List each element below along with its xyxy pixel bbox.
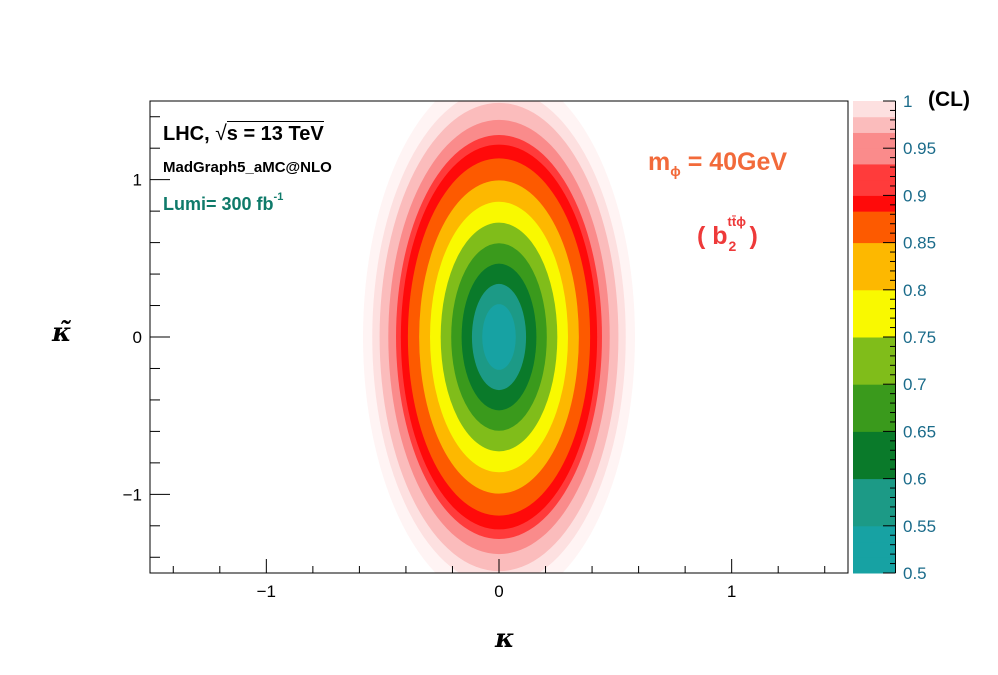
colorbar-band bbox=[853, 478, 895, 495]
mass-subscript: ϕ bbox=[670, 163, 681, 179]
coefficient-subscript: 2 bbox=[728, 238, 737, 254]
colorbar-tick-label: 0.95 bbox=[903, 139, 936, 158]
colorbar-band bbox=[853, 415, 895, 432]
colorbar-band bbox=[853, 242, 895, 259]
coefficient-superscript: tt̄ϕ bbox=[727, 214, 746, 229]
colorbar-band bbox=[853, 289, 895, 307]
colorbar-band bbox=[853, 195, 895, 212]
colorbar-band bbox=[853, 399, 895, 417]
colorbar bbox=[853, 101, 895, 574]
colorbar-band bbox=[853, 557, 895, 574]
colorbar-band bbox=[853, 179, 895, 196]
colorbar-band bbox=[853, 163, 895, 181]
x-axis-label: κ bbox=[495, 624, 515, 654]
colorbar-tick-label: 0.75 bbox=[903, 328, 936, 347]
coefficient-label: ( b tt̄ϕ 2) bbox=[697, 214, 758, 254]
colorbar-band bbox=[853, 305, 895, 322]
lumi-label: Lumi= 300 fb-1 bbox=[163, 191, 284, 214]
colorbar-band bbox=[853, 431, 895, 448]
colorbar-band bbox=[853, 525, 895, 543]
generator-label: MadGraph5_aMC@NLO bbox=[163, 159, 332, 176]
y-tick-label: −1 bbox=[123, 485, 142, 504]
colorbar-band bbox=[853, 494, 895, 511]
colorbar-axis: 0.5 0.55 0.6 0.65 0.7 0.75 0.8 0.85 0.9 0.95 1 bbox=[883, 92, 936, 583]
colorbar-band bbox=[853, 148, 895, 165]
contour-fill-group bbox=[363, 101, 635, 573]
colorbar-tick-label: 0.6 bbox=[903, 470, 927, 489]
lumi-exponent: -1 bbox=[273, 191, 284, 203]
mass-label: mϕ = 40GeV bbox=[648, 148, 788, 179]
colorbar-band bbox=[853, 462, 895, 480]
colorbar-tick-label: 0.65 bbox=[903, 422, 936, 441]
colorbar-band bbox=[853, 258, 895, 275]
colorbar-tick-label: 0.7 bbox=[903, 375, 927, 394]
colorbar-band bbox=[853, 116, 895, 133]
colorbar-band bbox=[853, 101, 895, 118]
y-axis: −1 0 1 bbox=[123, 116, 170, 558]
colorbar-band bbox=[853, 384, 895, 401]
colorbar-band bbox=[853, 337, 895, 354]
x-tick-label: −1 bbox=[257, 582, 276, 601]
colorbar-tick-label: 0.55 bbox=[903, 517, 936, 536]
colorbar-band bbox=[853, 510, 895, 527]
y-axis-label: κ̃ bbox=[52, 318, 72, 348]
sqrt-icon: √ bbox=[215, 122, 227, 145]
colorbar-band bbox=[853, 211, 895, 228]
colorbar-band bbox=[853, 541, 895, 558]
colorbar-title: (CL) bbox=[928, 88, 970, 111]
y-tick-label: 0 bbox=[133, 328, 142, 347]
colorbar-tick-label: 0.85 bbox=[903, 234, 936, 253]
y-tick-label: 1 bbox=[133, 171, 142, 190]
colorbar-band bbox=[853, 226, 895, 244]
colorbar-band bbox=[853, 352, 895, 369]
colorbar-tick-label: 0.9 bbox=[903, 186, 927, 205]
colorbar-band bbox=[853, 274, 895, 291]
colorbar-band bbox=[853, 321, 895, 338]
x-tick-label: 1 bbox=[727, 582, 736, 601]
colorbar-tick-label: 0.5 bbox=[903, 564, 927, 583]
colorbar-band bbox=[853, 447, 895, 464]
colorbar-band bbox=[853, 132, 895, 149]
colorbar-band bbox=[853, 368, 895, 385]
colorbar-tick-label: 0.8 bbox=[903, 281, 927, 300]
contour-band bbox=[482, 304, 516, 370]
x-axis: −1 0 1 bbox=[172, 559, 826, 601]
colorbar-tick-label: 1 bbox=[903, 92, 912, 111]
experiment-label: LHC, √s = 13 TeV bbox=[163, 121, 324, 145]
x-tick-label: 0 bbox=[494, 582, 503, 601]
sqrt-label: s = 13 TeV bbox=[226, 121, 324, 145]
